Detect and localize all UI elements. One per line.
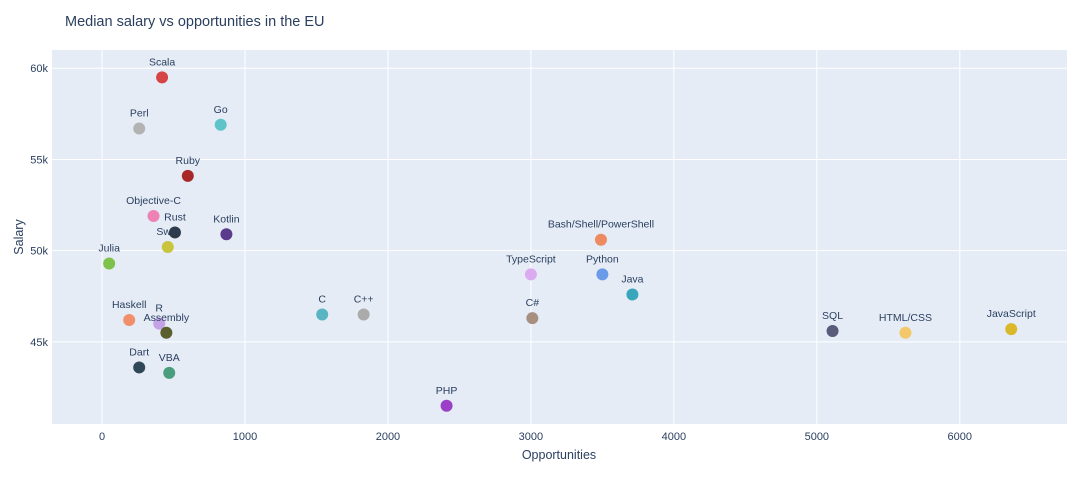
data-point-r[interactable]: [153, 317, 166, 330]
y-axis-ticks: 45k 50k 55k 60k: [30, 63, 48, 349]
point-label: Assembly: [144, 312, 190, 324]
point-label: Ruby: [176, 155, 201, 167]
point-label: Bash/Shell/PowerShell: [548, 219, 654, 231]
point-label: PHP: [436, 385, 458, 397]
data-point-c[interactable]: [316, 308, 329, 321]
data-point-html-css[interactable]: [899, 326, 912, 339]
data-point-javascript[interactable]: [1005, 323, 1018, 336]
x-axis-label: Opportunities: [522, 448, 596, 462]
x-tick-label: 6000: [948, 431, 972, 443]
point-label: Haskell: [112, 299, 146, 311]
data-point-perl[interactable]: [133, 122, 146, 135]
chart-title: Median salary vs opportunities in the EU: [65, 14, 325, 30]
data-point-php[interactable]: [440, 399, 453, 412]
point-label: Python: [586, 253, 619, 265]
point-label: Kotlin: [213, 213, 239, 225]
x-tick-label: 0: [99, 431, 105, 443]
data-points: [103, 71, 1018, 412]
point-label: VBA: [159, 352, 180, 364]
data-point-scala[interactable]: [156, 71, 169, 84]
x-tick-label: 3000: [519, 431, 543, 443]
point-label: R: [155, 303, 163, 315]
point-label: Dart: [129, 346, 149, 358]
point-label: Scala: [149, 56, 175, 68]
point-label: Java: [621, 273, 643, 285]
data-point-julia[interactable]: [103, 257, 116, 270]
point-label: JavaScript: [987, 308, 1036, 320]
x-tick-label: 5000: [805, 431, 829, 443]
x-axis-ticks: 0 1000 2000 3000 4000 5000 6000: [99, 431, 972, 443]
data-point-vba[interactable]: [163, 366, 176, 379]
data-point-typescript[interactable]: [524, 268, 537, 281]
y-axis-label: Salary: [12, 219, 26, 255]
y-tick-label: 45k: [30, 337, 48, 349]
y-tick-label: 50k: [30, 246, 48, 258]
point-labels: Scala Perl Go Ruby Objective-C Rust Swift Kotli…: [98, 56, 1035, 396]
data-point-python[interactable]: [596, 268, 609, 281]
data-point-objective-c[interactable]: [147, 210, 160, 223]
point-label: C: [318, 294, 326, 306]
point-label: Swift: [156, 226, 179, 238]
y-tick-label: 55k: [30, 154, 48, 166]
x-tick-label: 4000: [662, 431, 686, 443]
point-label: C++: [354, 294, 374, 306]
data-point-c-[interactable]: [357, 308, 370, 321]
y-tick-label: 60k: [30, 63, 48, 75]
point-label: C#: [526, 297, 540, 309]
data-point-go[interactable]: [214, 118, 227, 131]
point-label: Perl: [130, 107, 149, 119]
data-point-rust[interactable]: [168, 226, 181, 239]
point-label: Rust: [164, 211, 186, 223]
point-label: TypeScript: [506, 253, 556, 265]
data-point-sql[interactable]: [826, 324, 839, 337]
data-point-kotlin[interactable]: [220, 228, 233, 241]
x-tick-label: 1000: [233, 431, 257, 443]
point-label: Objective-C: [126, 195, 181, 207]
point-label: SQL: [822, 310, 843, 322]
data-point-c-[interactable]: [526, 312, 539, 325]
point-label: Julia: [98, 242, 120, 254]
data-point-swift[interactable]: [161, 241, 174, 254]
data-point-bash-shell-powershell[interactable]: [594, 233, 607, 246]
grid-lines: [52, 50, 1067, 424]
data-point-dart[interactable]: [133, 361, 146, 374]
point-label: HTML/CSS: [879, 312, 932, 324]
x-tick-label: 2000: [376, 431, 400, 443]
data-point-java[interactable]: [626, 288, 639, 301]
data-point-haskell[interactable]: [123, 314, 136, 327]
data-point-assembly[interactable]: [160, 326, 173, 339]
point-label: Go: [214, 104, 228, 116]
plot-area: [52, 50, 1067, 424]
data-point-ruby[interactable]: [181, 169, 194, 182]
